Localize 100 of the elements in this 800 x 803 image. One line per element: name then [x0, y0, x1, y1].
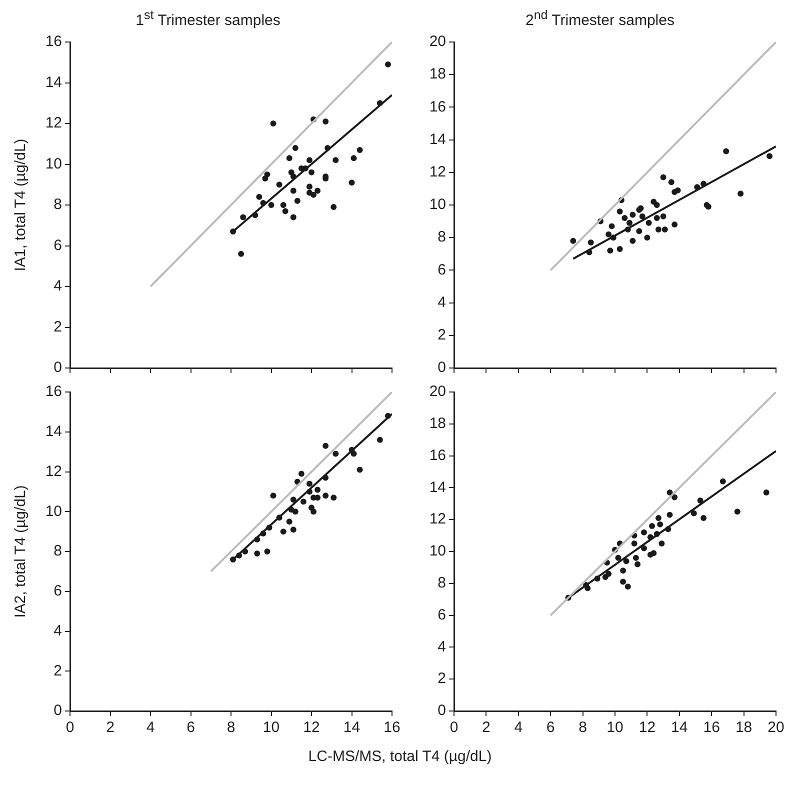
point [674, 187, 681, 194]
point [238, 250, 244, 257]
point [738, 190, 744, 197]
y-axis-title: IA2, total T4 (µg/dL) [12, 485, 30, 618]
point [286, 155, 292, 162]
point [270, 492, 276, 499]
point [660, 213, 666, 220]
chart-title: 1$^{st}$ Trimester samples [134, 8, 282, 30]
point [298, 470, 304, 477]
point [268, 202, 274, 208]
point [620, 568, 626, 574]
point [654, 202, 660, 208]
x-tick-label: 14 [343, 719, 360, 736]
y-tick-label: 16 [45, 383, 62, 400]
point [636, 228, 642, 234]
point [608, 223, 615, 230]
point [646, 220, 652, 226]
point [640, 545, 647, 552]
point [308, 169, 314, 176]
x-tick-label: 6 [546, 719, 555, 736]
y-tick-label: 2 [54, 662, 62, 680]
point [262, 176, 268, 182]
point [606, 570, 612, 577]
y-tick-label: 14 [45, 423, 62, 440]
y-tick-label: 2 [438, 670, 446, 688]
y-tick-label: 10 [45, 502, 62, 520]
x-tick-label: 2 [106, 719, 114, 736]
point [662, 226, 668, 232]
x-tick-label: 2 [482, 719, 490, 736]
y-tick-label: 12 [429, 510, 446, 528]
point [280, 528, 286, 535]
y-tick-label: 6 [438, 261, 446, 278]
point [322, 442, 329, 449]
point [660, 174, 666, 180]
point [570, 238, 576, 244]
y-tick-label: 16 [429, 98, 446, 116]
y-tick-label: 18 [429, 66, 446, 83]
y-tick-label: 2 [54, 318, 62, 336]
x-tick-label: 8 [578, 719, 587, 736]
point [292, 144, 298, 151]
point [384, 61, 391, 68]
y-tick-label: 8 [54, 542, 62, 560]
point [256, 194, 262, 200]
point [630, 212, 636, 218]
x-tick-label: 4 [146, 719, 155, 736]
y-tick-label: 6 [438, 606, 446, 624]
x-tick-label: 4 [514, 719, 523, 736]
point [348, 180, 355, 186]
x-tick-label: 18 [735, 719, 752, 736]
y-tick-label: 8 [54, 196, 62, 214]
point [280, 202, 286, 208]
point [282, 208, 288, 214]
point [650, 550, 657, 556]
y-tick-label: 16 [45, 33, 62, 50]
y-tick-label: 4 [54, 622, 62, 640]
x-tick-label: 14 [671, 719, 688, 736]
y-tick-label: 12 [429, 164, 446, 181]
point [322, 492, 329, 499]
point [624, 584, 631, 590]
point [626, 220, 632, 226]
y-tick-label: 14 [45, 74, 62, 91]
chart-title: 2$^{nd}$ Trimester samples [524, 8, 676, 30]
point [376, 436, 383, 443]
point [294, 198, 300, 204]
point [668, 179, 674, 186]
point [606, 231, 612, 238]
point [658, 540, 665, 547]
point [310, 508, 317, 515]
x-tick-label: 16 [384, 719, 400, 736]
point [655, 226, 662, 232]
y-tick-label: 20 [429, 383, 446, 400]
point [666, 512, 673, 518]
point [240, 214, 246, 220]
y-tick-label: 8 [438, 228, 446, 246]
point [734, 508, 740, 515]
y-tick-label: 12 [45, 114, 62, 132]
point [720, 478, 726, 484]
point [639, 213, 646, 220]
y-tick-label: 14 [429, 130, 446, 148]
x-tick-label: 12 [638, 719, 656, 736]
point [697, 497, 704, 504]
point [290, 496, 296, 503]
point [690, 510, 697, 516]
x-tick-label: 0 [66, 719, 74, 736]
point [654, 215, 660, 222]
y-tick-label: 0 [54, 359, 62, 376]
point [290, 188, 296, 194]
point [306, 157, 312, 164]
y-tick-label: 0 [438, 359, 446, 376]
point [254, 550, 260, 556]
point [630, 238, 636, 244]
x-tick-label: 20 [768, 719, 784, 736]
x-tick-label: 12 [303, 719, 320, 736]
y-tick-label: 12 [45, 462, 62, 480]
y-tick-label: 8 [438, 574, 446, 592]
y-tick-label: 10 [429, 196, 446, 214]
x-tick-label: 0 [450, 719, 458, 736]
point [615, 554, 622, 561]
y-tick-label: 4 [438, 638, 446, 656]
point [584, 585, 591, 592]
